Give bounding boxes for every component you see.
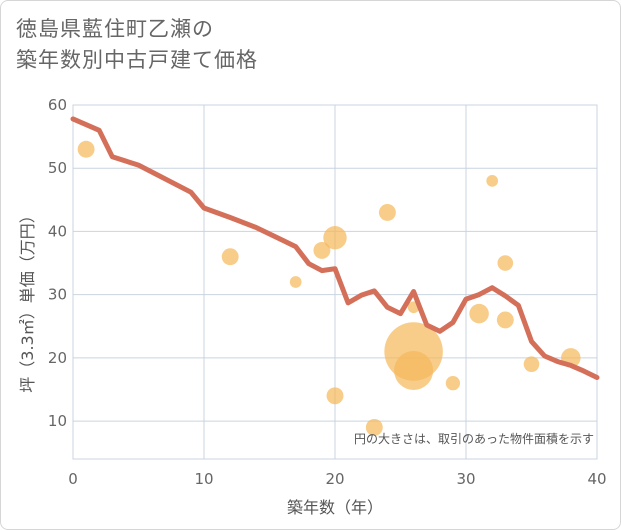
data-point — [486, 175, 499, 187]
chart-title: 徳島県藍住町乙瀬の 築年数別中古戸建て価格 — [16, 14, 258, 76]
x-axis-label: 築年数（年） — [287, 498, 383, 517]
data-point — [394, 351, 434, 390]
y-tick-labels: 10 20 30 40 50 60 — [48, 96, 67, 430]
data-point — [289, 276, 302, 288]
chart-title-line-1: 徳島県藍住町乙瀬の — [16, 17, 214, 41]
data-point — [77, 140, 95, 158]
chart-title-line-2: 築年数別中古戸建て価格 — [16, 48, 258, 72]
y-tick-label: 30 — [48, 286, 67, 304]
bubbles — [77, 140, 581, 436]
y-tick-label: 50 — [48, 159, 67, 177]
x-tick-label: 20 — [325, 470, 344, 488]
data-point — [313, 241, 331, 259]
data-point — [378, 204, 396, 221]
x-tick-label: 10 — [194, 470, 213, 488]
data-point — [326, 387, 344, 405]
y-tick-label: 40 — [48, 222, 67, 240]
plot-border — [72, 104, 598, 460]
data-point — [221, 248, 239, 266]
size-note: 円の大きさは、取引のあった物件面積を示す — [354, 431, 594, 446]
data-point — [365, 418, 383, 436]
data-point — [469, 303, 489, 324]
x-tick-label: 30 — [456, 470, 475, 488]
y-axis-label: 坪（3.3㎡）単価（万円） — [18, 207, 37, 392]
data-point — [523, 356, 540, 372]
y-tick-label: 10 — [48, 412, 67, 430]
y-tick-label: 20 — [48, 349, 67, 367]
x-tick-labels: 0 10 20 30 40 — [68, 470, 606, 488]
trend-line — [70, 116, 600, 380]
data-point — [445, 375, 461, 391]
data-point — [497, 255, 514, 271]
data-point — [496, 311, 514, 329]
data-point — [323, 226, 347, 250]
x-tick-label: 0 — [68, 470, 78, 488]
y-tick-label: 60 — [48, 96, 67, 114]
x-tick-label: 40 — [587, 470, 606, 488]
